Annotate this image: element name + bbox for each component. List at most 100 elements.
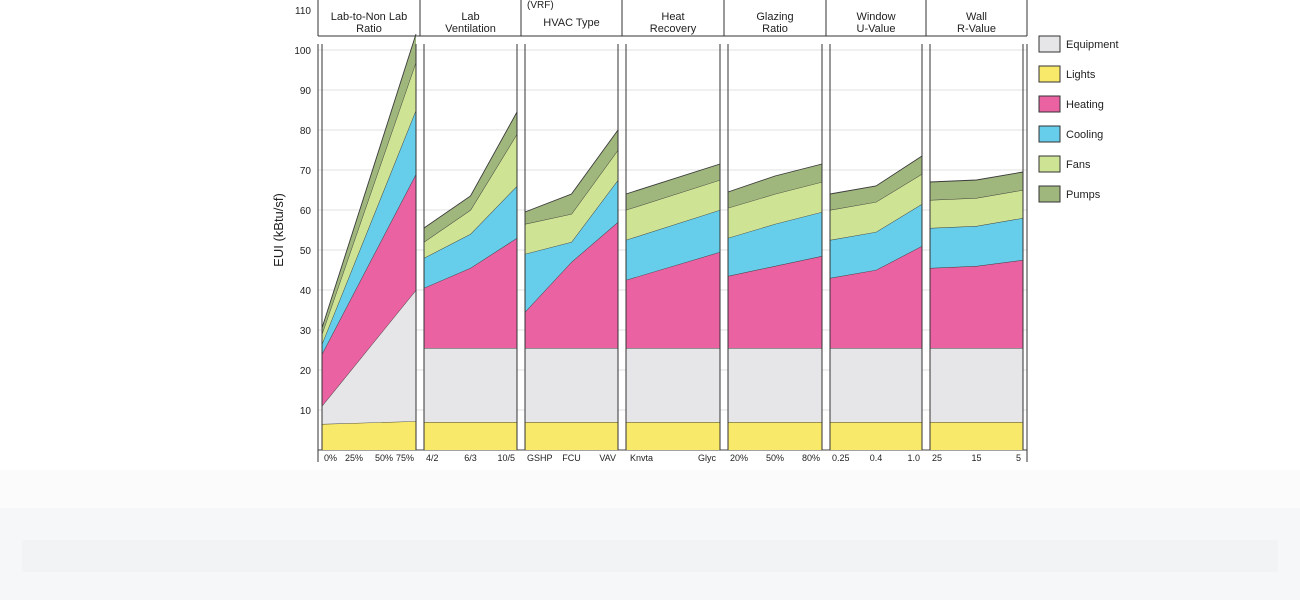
x-tick-label-panel-3-3: VAV <box>599 453 616 463</box>
x-tick-label-panel-7-2: 15 <box>971 453 981 463</box>
panel-title-7-line-1: Wall <box>966 11 987 23</box>
area-pumps-panel-7 <box>930 172 1023 200</box>
legend-label-heating: Heating <box>1066 99 1104 111</box>
legend-swatch-fans <box>1038 155 1061 173</box>
boundary-pumps-panel-2 <box>423 111 518 229</box>
area-cooling-panel-1 <box>322 110 416 354</box>
x-tick-label-panel-7-3: 5 <box>1016 453 1021 463</box>
legend-label-pumps: Pumps <box>1066 189 1101 201</box>
panel-title-5-line-2: Ratio <box>762 23 788 35</box>
panel-title-6-line-1: Window <box>856 11 895 23</box>
area-fans-panel-3 <box>525 150 618 254</box>
y-tick-label-70: 70 <box>300 166 312 177</box>
x-tick-label-panel-7-1: 25 <box>932 453 942 463</box>
area-lights-panel-3 <box>525 422 618 450</box>
y-tick-label-60: 60 <box>300 206 312 217</box>
area-cooling-panel-2 <box>424 186 517 288</box>
boundary-pumps-panel-3 <box>524 129 619 213</box>
area-heating-panel-5 <box>728 256 822 348</box>
x-tick-label-panel-3-1: GSHP <box>527 453 553 463</box>
panel-title-2-line-1: Lab <box>461 11 479 23</box>
legend-label-fans: Fans <box>1066 159 1091 171</box>
area-fans-panel-2 <box>424 134 517 258</box>
area-heating-panel-6 <box>830 246 922 348</box>
area-fans-panel-6 <box>830 174 922 240</box>
area-equipment-panel-2 <box>424 348 517 422</box>
y-tick-label-90: 90 <box>300 86 312 97</box>
area-equipment-panel-4 <box>626 348 720 422</box>
footer-band-light <box>0 470 1300 508</box>
area-pumps-panel-6 <box>830 156 922 210</box>
area-heating-panel-2 <box>424 238 517 348</box>
area-heating-panel-3 <box>525 222 618 348</box>
area-lights-panel-4 <box>626 422 720 450</box>
x-tick-label-panel-5-3: 80% <box>802 453 820 463</box>
boundary-pumps-panel-1 <box>321 33 417 329</box>
panel-title-6-line-2: U-Value <box>857 23 896 35</box>
x-tick-label-panel-4-2: Glyc <box>698 453 717 463</box>
x-tick-label-panel-1-4: 75% <box>396 453 414 463</box>
panel-title-4-line-1: Heat <box>661 11 684 23</box>
panel-title-5-line-1: Glazing <box>756 11 793 23</box>
area-pumps-panel-5 <box>728 164 822 208</box>
area-equipment-panel-1 <box>322 290 416 424</box>
area-pumps-panel-4 <box>626 164 720 210</box>
area-cooling-panel-3 <box>525 180 618 312</box>
y-tick-label-80: 80 <box>300 126 312 137</box>
x-tick-label-panel-5-2: 50% <box>766 453 784 463</box>
area-cooling-panel-7 <box>930 218 1023 268</box>
area-fans-panel-1 <box>322 62 416 344</box>
area-lights-panel-5 <box>728 422 822 450</box>
legend-swatch-pumps <box>1038 185 1061 203</box>
area-heating-panel-7 <box>930 260 1023 348</box>
panel-title-3-line-1: HVAC Type <box>543 17 599 29</box>
area-heating-panel-1 <box>322 174 416 406</box>
y-tick-label-10: 10 <box>300 406 312 417</box>
area-heating-panel-4 <box>626 252 720 348</box>
area-cooling-panel-6 <box>830 204 922 278</box>
y-tick-label-50: 50 <box>300 246 312 257</box>
y-tick-label-100: 100 <box>294 46 311 57</box>
boundary-pumps-panel-6 <box>829 155 923 195</box>
area-pumps-panel-2 <box>424 112 517 242</box>
legend-label-lights: Lights <box>1066 69 1096 81</box>
legend-label-cooling: Cooling <box>1066 129 1103 141</box>
x-tick-label-panel-3-2: FCU <box>562 453 581 463</box>
panel-title-1-line-2: Ratio <box>356 23 382 35</box>
legend-swatch-cooling <box>1038 125 1061 143</box>
area-equipment-panel-6 <box>830 348 922 422</box>
x-tick-label-panel-1-3: 50% <box>375 453 393 463</box>
x-tick-label-panel-6-2: 0.4 <box>870 453 883 463</box>
area-equipment-panel-5 <box>728 348 822 422</box>
area-fans-panel-7 <box>930 190 1023 228</box>
legend-swatch-heating <box>1038 95 1061 113</box>
area-equipment-panel-3 <box>525 348 618 422</box>
panel-title-7-line-2: R-Value <box>957 23 996 35</box>
boundary-pumps-panel-7 <box>929 171 1024 183</box>
area-lights-panel-6 <box>830 422 922 450</box>
area-pumps-panel-3 <box>525 130 618 224</box>
x-tick-label-panel-2-2: 6/3 <box>464 453 477 463</box>
area-lights-panel-7 <box>930 422 1023 450</box>
y-tick-label-110: 110 <box>295 6 311 17</box>
area-fans-panel-5 <box>728 182 822 238</box>
boundary-pumps-panel-5 <box>727 163 823 193</box>
x-tick-label-panel-4-1: Knvta <box>630 453 653 463</box>
y-tick-label-30: 30 <box>300 326 312 337</box>
panel-title-1-line-1: Lab-to-Non Lab <box>331 11 407 23</box>
x-tick-label-panel-1-2: 25% <box>345 453 363 463</box>
area-lights-panel-2 <box>424 422 517 450</box>
area-equipment-panel-7 <box>930 348 1023 422</box>
x-tick-label-panel-2-1: 4/2 <box>426 453 439 463</box>
footer-strip <box>22 540 1278 572</box>
area-cooling-panel-4 <box>626 210 720 280</box>
boundary-pumps-panel-4 <box>625 163 721 195</box>
x-tick-label-panel-1-1: 0% <box>324 453 337 463</box>
area-cooling-panel-5 <box>728 212 822 276</box>
x-tick-label-panel-6-3: 1.0 <box>907 453 920 463</box>
legend-label-equipment: Equipment <box>1066 39 1119 51</box>
panel-title-4-line-2: Recovery <box>650 23 697 35</box>
y-axis-label: EUI (kBtu/sf) <box>271 193 286 267</box>
